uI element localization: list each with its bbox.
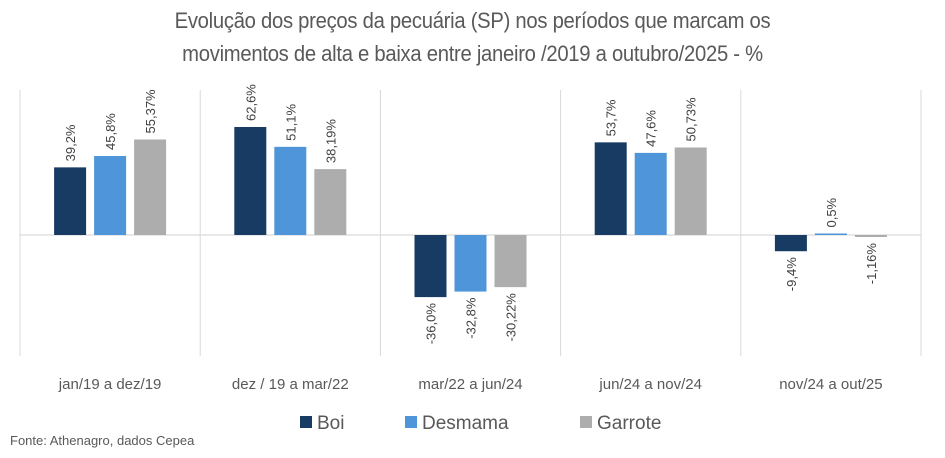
x-tick-label: jan/19 a dez/19 <box>58 376 162 393</box>
bar-garrote <box>314 169 347 235</box>
bar-desmama <box>814 233 847 235</box>
x-tick-label: mar/22 a jun/24 <box>418 376 522 393</box>
bar-boi <box>414 235 447 298</box>
x-tick-label: dez / 19 a mar/22 <box>232 376 349 393</box>
chart-title: Evolução dos preços da pecuária (SP) nos… <box>0 4 945 70</box>
data-label: -32,8% <box>464 297 479 339</box>
legend-swatch-garrote <box>580 416 592 428</box>
data-label: -36,0% <box>424 303 439 345</box>
source-note: Fonte: Athenagro, dados Cepea <box>10 433 195 448</box>
data-label: 55,37% <box>143 89 158 134</box>
legend-swatch-boi <box>300 416 312 428</box>
bar-desmama <box>94 155 127 235</box>
data-label: 50,73% <box>684 97 699 142</box>
bar-garrote <box>134 139 167 235</box>
data-label: 45,8% <box>103 113 118 150</box>
legend-label-boi: Boi <box>317 413 344 434</box>
data-label: -30,22% <box>504 293 519 342</box>
data-label: 51,1% <box>283 104 298 141</box>
legend-swatch-desmama <box>405 416 417 428</box>
bar-desmama <box>454 235 487 292</box>
bar-garrote <box>494 235 527 288</box>
chart-title-line-2: movimentos de alta e baixa entre janeiro… <box>182 41 763 66</box>
bar-boi <box>594 142 627 235</box>
x-tick-label: jun/24 a nov/24 <box>598 376 702 393</box>
bar-garrote <box>854 235 887 238</box>
data-label: 47,6% <box>644 110 659 147</box>
legend-label-desmama: Desmama <box>422 413 509 434</box>
bar-boi <box>54 167 87 235</box>
data-label: 0,5% <box>824 197 839 227</box>
bar-garrote <box>674 147 707 235</box>
legend-label-garrote: Garrote <box>597 413 661 434</box>
data-label: 39,2% <box>63 124 78 161</box>
chart-title-line-1: Evolução dos preços da pecuária (SP) nos… <box>174 8 771 33</box>
data-label: 38,19% <box>323 119 338 164</box>
data-label: -1,16% <box>864 243 879 285</box>
bar-boi <box>234 127 267 235</box>
bar-desmama <box>274 146 307 235</box>
data-label: -9,4% <box>784 257 799 291</box>
bar-desmama <box>634 152 667 235</box>
x-tick-label: nov/24 a out/25 <box>779 376 882 393</box>
data-label: 62,6% <box>243 84 258 121</box>
bar-boi <box>774 235 807 252</box>
data-label: 53,7% <box>604 99 619 136</box>
